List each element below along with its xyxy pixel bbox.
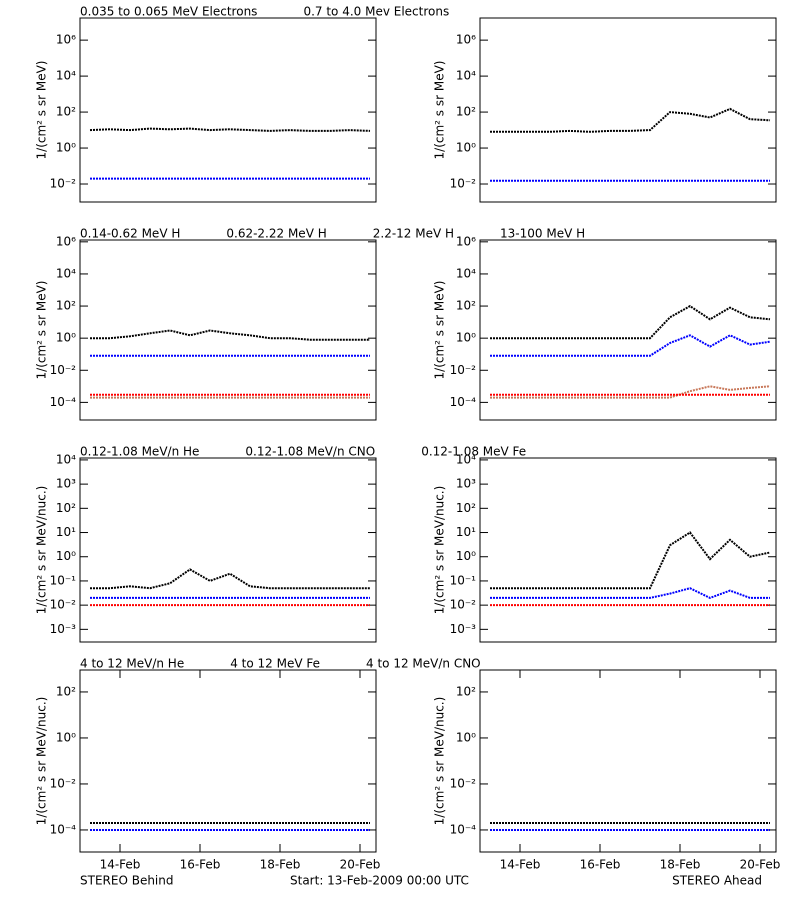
- y-tick-label: 10⁶: [56, 234, 76, 248]
- data-line: [490, 531, 771, 590]
- legend-label: 13-100 MeV H: [500, 227, 585, 241]
- y-tick-label: 10⁴: [456, 266, 476, 280]
- y-tick-label: 10⁻²: [50, 363, 77, 377]
- y-axis-label: 1/(cm² s sr MeV): [35, 61, 49, 160]
- plot-frame: [79, 17, 377, 203]
- y-tick-label: 10³: [56, 477, 76, 491]
- y-tick-label: 10⁰: [56, 331, 76, 345]
- y-axis-label: 1/(cm² s sr MeV): [433, 281, 447, 380]
- legend-label: 2.2-12 MeV H: [373, 227, 454, 241]
- y-tick-label: 10⁶: [56, 33, 76, 47]
- y-tick-label: 10⁰: [456, 730, 476, 744]
- plot-frame: [479, 239, 777, 421]
- plot-frame: [479, 17, 777, 203]
- x-tick-label: 20-Feb: [740, 858, 781, 872]
- y-tick-label: 10²: [56, 501, 76, 515]
- y-tick-label: 10⁶: [456, 33, 476, 47]
- y-axis-label: 1/(cm² s sr MeV/nuc.): [433, 697, 447, 826]
- y-tick-label: 10⁻¹: [450, 573, 477, 587]
- y-tick-label: 10²: [456, 501, 476, 515]
- plot-frame: [79, 239, 377, 421]
- legend-label: 0.12-1.08 MeV/n CNO: [245, 445, 375, 459]
- legend-label: 4 to 12 MeV/n He: [80, 657, 184, 671]
- legend-label: 0.7 to 4.0 Mev Electrons: [303, 5, 449, 19]
- y-tick-label: 10²: [456, 299, 476, 313]
- y-tick-label: 10⁰: [56, 549, 76, 563]
- x-tick-label: 14-Feb: [100, 858, 141, 872]
- data-line: [90, 329, 370, 341]
- y-tick-label: 10⁻³: [50, 622, 77, 636]
- y-tick-label: 10⁻⁴: [50, 822, 77, 836]
- y-tick-label: 10⁻²: [450, 177, 477, 191]
- y-tick-label: 10³: [456, 477, 476, 491]
- y-tick-label: 10⁰: [56, 141, 76, 155]
- legend-label: 0.14-0.62 MeV H: [80, 227, 180, 241]
- data-line: [490, 385, 771, 399]
- plot-frame: [479, 669, 777, 853]
- y-tick-label: 10⁶: [456, 234, 476, 248]
- data-line: [490, 304, 771, 340]
- y-tick-label: 10⁻²: [450, 598, 477, 612]
- legend-label: 0.12-1.08 MeV Fe: [421, 445, 526, 459]
- y-tick-label: 10⁻⁴: [450, 822, 477, 836]
- x-tick-label: 20-Feb: [340, 858, 381, 872]
- plot-frame: [79, 457, 377, 643]
- y-tick-label: 10¹: [56, 525, 76, 539]
- x-tick-label: 16-Feb: [180, 858, 221, 872]
- y-tick-label: 10⁰: [456, 331, 476, 345]
- data-line: [490, 334, 771, 357]
- y-tick-label: 10²: [456, 684, 476, 698]
- y-tick-label: 10⁻²: [50, 776, 77, 790]
- y-tick-label: 10⁰: [56, 730, 76, 744]
- y-tick-label: 10⁻⁴: [50, 395, 77, 409]
- x-tick-label: 16-Feb: [580, 858, 621, 872]
- y-tick-label: 10⁴: [56, 266, 76, 280]
- data-line: [490, 107, 771, 133]
- x-tick-label: 14-Feb: [500, 858, 541, 872]
- y-tick-label: 10⁻¹: [50, 573, 77, 587]
- legend-label: 0.12-1.08 MeV/n He: [80, 445, 199, 459]
- data-line: [90, 568, 370, 590]
- y-tick-label: 10⁻²: [450, 776, 477, 790]
- footer-right: STEREO Ahead: [672, 874, 762, 888]
- y-tick-label: 10⁻³: [450, 622, 477, 636]
- y-tick-label: 10⁴: [456, 69, 476, 83]
- legend-label: 0.035 to 0.065 MeV Electrons: [80, 5, 257, 19]
- legend-label: 4 to 12 MeV/n CNO: [366, 657, 481, 671]
- footer-left: STEREO Behind: [80, 874, 174, 888]
- y-axis-label: 1/(cm² s sr MeV): [35, 281, 49, 380]
- legend-label: 0.62-2.22 MeV H: [226, 227, 326, 241]
- y-axis-label: 1/(cm² s sr MeV/nuc.): [35, 697, 49, 826]
- y-tick-label: 10⁻²: [450, 363, 477, 377]
- y-tick-label: 10⁴: [456, 452, 476, 466]
- y-tick-label: 10⁴: [56, 69, 76, 83]
- y-tick-label: 10²: [56, 299, 76, 313]
- y-tick-label: 10¹: [456, 525, 476, 539]
- y-tick-label: 10²: [56, 105, 76, 119]
- data-line: [89, 127, 371, 132]
- y-axis-label: 1/(cm² s sr MeV/nuc.): [35, 486, 49, 615]
- y-tick-label: 10⁴: [56, 452, 76, 466]
- legend-label: 4 to 12 MeV Fe: [230, 657, 320, 671]
- y-axis-label: 1/(cm² s sr MeV): [433, 61, 447, 160]
- y-tick-label: 10⁻⁴: [450, 395, 477, 409]
- y-tick-label: 10⁰: [456, 141, 476, 155]
- x-tick-label: 18-Feb: [660, 858, 701, 872]
- plot-frame: [479, 457, 777, 643]
- x-tick-label: 18-Feb: [260, 858, 301, 872]
- y-axis-label: 1/(cm² s sr MeV/nuc.): [433, 486, 447, 615]
- y-tick-label: 10²: [56, 684, 76, 698]
- data-line: [490, 587, 770, 599]
- y-tick-label: 10⁻²: [50, 177, 77, 191]
- y-tick-label: 10⁰: [456, 549, 476, 563]
- y-tick-label: 10²: [456, 105, 476, 119]
- footer-center: Start: 13-Feb-2009 00:00 UTC: [290, 874, 469, 888]
- plot-frame: [79, 669, 377, 853]
- y-tick-label: 10⁻²: [50, 598, 77, 612]
